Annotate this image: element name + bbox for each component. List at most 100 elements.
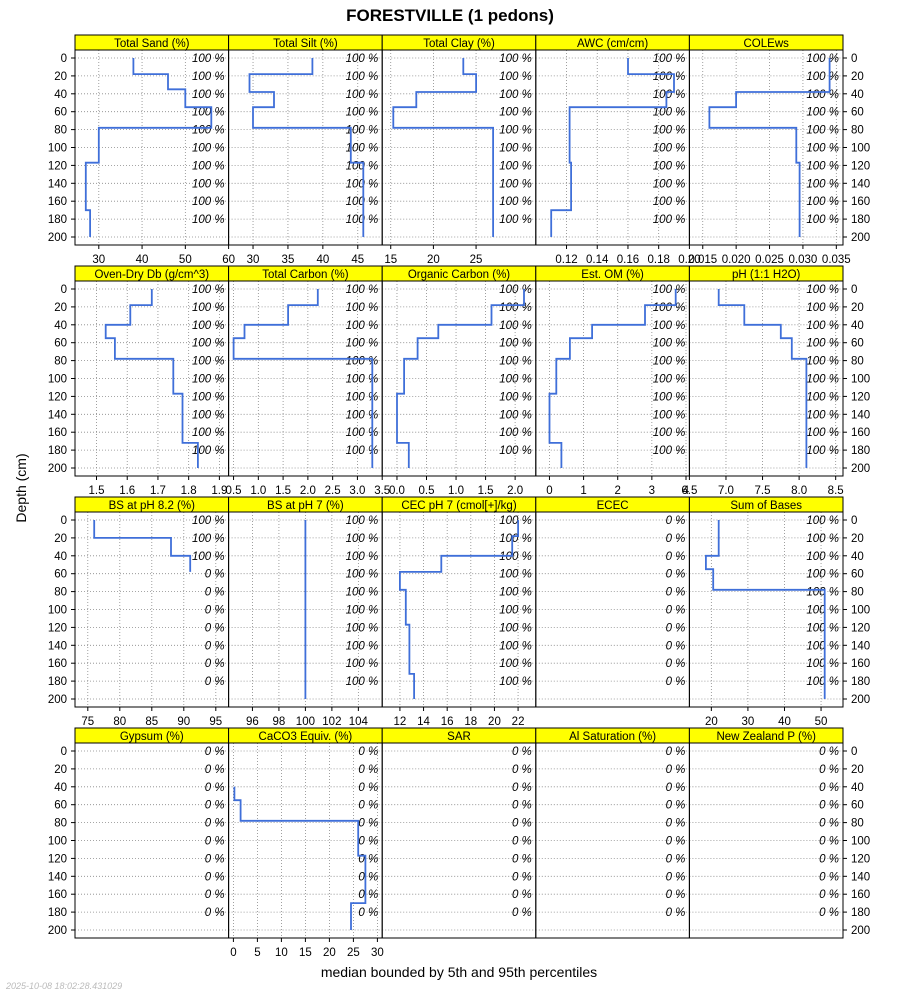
percent-label: 100 % [806, 409, 839, 421]
percent-label: 100 % [653, 320, 686, 332]
x-tick-label: 8.5 [828, 485, 844, 497]
percent-label: 100 % [192, 515, 225, 527]
percent-label: 100 % [346, 551, 379, 563]
percent-label: 100 % [806, 658, 839, 670]
panel: Total Clay (%) 100 % 100 % 100 % 100 % 100 % 1… [381, 34, 537, 266]
x-tick-label: 5 [254, 947, 260, 959]
percent-label: 100 % [499, 284, 532, 296]
y-tick-label: 180 [48, 907, 67, 919]
x-tick-label: 10 [275, 947, 288, 959]
y-tick-label: 200 [48, 925, 67, 937]
y-tick-label: 20 [851, 302, 864, 314]
x-tick-label: 1.5 [89, 485, 105, 497]
percent-label: 0 % [358, 836, 378, 848]
panel-title: Total Clay (%) [423, 38, 495, 50]
percent-label: 0 % [512, 818, 532, 830]
percent-label: 0 % [358, 871, 378, 883]
percent-label: 0 % [512, 782, 532, 794]
percent-label: 0 % [205, 764, 225, 776]
x-tick-label: 45 [351, 254, 364, 266]
percent-label: 0 % [666, 889, 686, 901]
percent-label: 0 % [512, 800, 532, 812]
y-tick-label: 40 [851, 89, 864, 101]
percent-label: 100 % [192, 107, 225, 119]
x-tick-label: 0.20 [678, 254, 700, 266]
x-tick-label: 30 [742, 716, 755, 728]
percent-label: 100 % [653, 338, 686, 350]
percent-label: 0 % [512, 889, 532, 901]
panel: Est. OM (%) 100 % 100 % 100 % 100 % 100 % 100 … [535, 265, 690, 497]
y-tick-label: 180 [851, 907, 870, 919]
percent-label: 100 % [499, 551, 532, 563]
percent-label: 100 % [499, 143, 532, 155]
x-tick-label: 1.7 [150, 485, 166, 497]
percent-label: 100 % [192, 409, 225, 421]
percent-label: 100 % [192, 196, 225, 208]
percent-label: 0 % [819, 800, 839, 812]
percent-label: 100 % [499, 640, 532, 652]
percent-label: 0 % [205, 605, 225, 617]
y-tick-label: 40 [54, 782, 67, 794]
profile-line [104, 289, 199, 468]
y-tick-label: 160 [48, 889, 67, 901]
panel: CEC pH 7 (cmol[+]/kg) 100 % 100 % 100 % 100 … [381, 496, 537, 728]
percent-label: 0 % [205, 587, 225, 599]
percent-label: 100 % [499, 622, 532, 634]
percent-label: 100 % [806, 214, 839, 226]
panel: Organic Carbon (%) 100 % 100 % 100 % 100 % 10… [381, 265, 537, 497]
percent-label: 0 % [205, 818, 225, 830]
percent-label: 0 % [666, 782, 686, 794]
percent-label: 0 % [205, 658, 225, 670]
y-tick-label: 200 [48, 694, 67, 706]
y-tick-label: 60 [851, 800, 864, 812]
y-tick-label: 160 [48, 427, 67, 439]
timestamp: 2025-10-08 18:02:28.431029 [5, 981, 122, 991]
percent-label: 100 % [653, 302, 686, 314]
y-tick-label: 120 [851, 853, 870, 865]
percent-label: 100 % [806, 533, 839, 545]
x-tick-label: 16 [441, 716, 454, 728]
percent-label: 100 % [346, 427, 379, 439]
percent-label: 100 % [806, 427, 839, 439]
y-tick-label: 80 [851, 818, 864, 830]
y-tick-label: 80 [851, 587, 864, 599]
y-tick-label: 160 [851, 658, 870, 670]
percent-label: 0 % [819, 907, 839, 919]
percent-label: 0 % [358, 800, 378, 812]
y-tick-label: 60 [54, 338, 67, 350]
percent-label: 100 % [192, 551, 225, 563]
percent-label: 100 % [806, 569, 839, 581]
x-tick-label: 0.16 [617, 254, 639, 266]
percent-label: 100 % [192, 214, 225, 226]
profile-line [717, 289, 808, 468]
percent-label: 0 % [666, 515, 686, 527]
percent-label: 100 % [192, 89, 225, 101]
percent-label: 100 % [346, 640, 379, 652]
x-tick-label: 7.5 [755, 485, 771, 497]
percent-label: 100 % [806, 338, 839, 350]
panel-title: CaCO3 Equiv. (%) [259, 731, 353, 743]
x-tick-label: 0.030 [789, 254, 818, 266]
y-tick-label: 40 [851, 782, 864, 794]
percent-label: 100 % [653, 71, 686, 83]
panel-title: Al Saturation (%) [569, 731, 656, 743]
percent-label: 100 % [499, 374, 532, 386]
chart-title: FORESTVILLE (1 pedons) [346, 6, 554, 25]
y-tick-label: 100 [48, 143, 67, 155]
percent-label: 100 % [499, 89, 532, 101]
percent-label: 100 % [499, 160, 532, 172]
percent-label: 0 % [666, 818, 686, 830]
percent-label: 100 % [499, 356, 532, 368]
panel-title: Total Carbon (%) [262, 269, 348, 281]
percent-label: 100 % [499, 320, 532, 332]
panel: Sum of Bases 100 % 100 % 100 % 100 % 100 % 100… [688, 496, 870, 728]
x-tick-label: 0.5 [226, 485, 242, 497]
profile-line [232, 289, 374, 468]
y-tick-label: 200 [48, 463, 67, 475]
percent-label: 0 % [358, 782, 378, 794]
x-tick-label: 0.015 [688, 254, 717, 266]
percent-label: 100 % [806, 587, 839, 599]
percent-label: 0 % [666, 853, 686, 865]
percent-label: 100 % [346, 302, 379, 314]
